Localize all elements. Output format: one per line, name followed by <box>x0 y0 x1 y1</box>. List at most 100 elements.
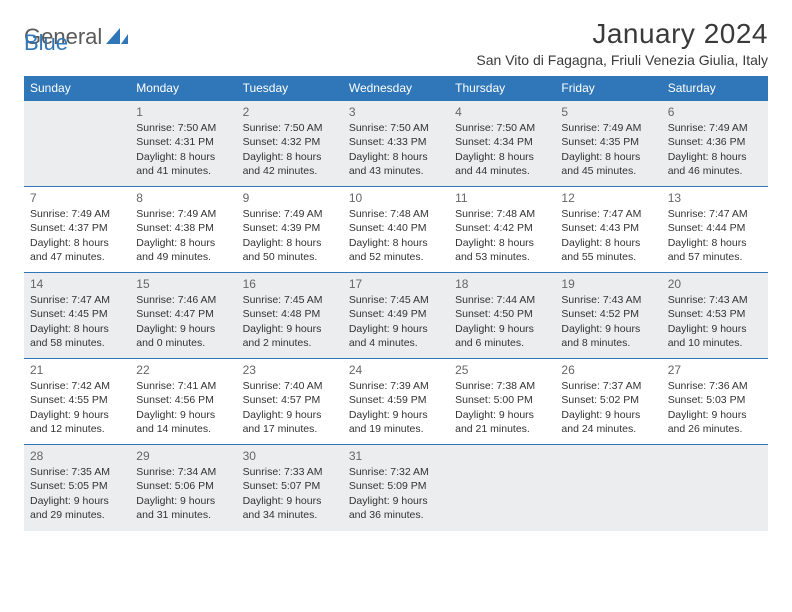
calendar-cell: 5Sunrise: 7:49 AMSunset: 4:35 PMDaylight… <box>555 101 661 187</box>
sunrise-text: Sunrise: 7:38 AM <box>455 379 549 393</box>
day-number: 14 <box>30 276 124 292</box>
sunset-text: Sunset: 5:09 PM <box>349 479 443 493</box>
sunrise-text: Sunrise: 7:40 AM <box>243 379 337 393</box>
day-number: 6 <box>668 104 762 120</box>
calendar-cell: 15Sunrise: 7:46 AMSunset: 4:47 PMDayligh… <box>130 273 236 359</box>
sunset-text: Sunset: 4:34 PM <box>455 135 549 149</box>
sunset-text: Sunset: 4:59 PM <box>349 393 443 407</box>
calendar-cell: 24Sunrise: 7:39 AMSunset: 4:59 PMDayligh… <box>343 359 449 445</box>
sunrise-text: Sunrise: 7:50 AM <box>349 121 443 135</box>
weekday-header: Friday <box>555 76 661 101</box>
sunset-text: Sunset: 4:42 PM <box>455 221 549 235</box>
weekday-header: Thursday <box>449 76 555 101</box>
day-number: 10 <box>349 190 443 206</box>
daylight-text: Daylight: 8 hours and 47 minutes. <box>30 236 124 264</box>
calendar-cell: 9Sunrise: 7:49 AMSunset: 4:39 PMDaylight… <box>237 187 343 273</box>
daylight-text: Daylight: 9 hours and 6 minutes. <box>455 322 549 350</box>
calendar-table: SundayMondayTuesdayWednesdayThursdayFrid… <box>24 76 768 531</box>
calendar-cell: 3Sunrise: 7:50 AMSunset: 4:33 PMDaylight… <box>343 101 449 187</box>
calendar-cell: 18Sunrise: 7:44 AMSunset: 4:50 PMDayligh… <box>449 273 555 359</box>
day-number: 16 <box>243 276 337 292</box>
daylight-text: Daylight: 9 hours and 2 minutes. <box>243 322 337 350</box>
calendar-cell: 1Sunrise: 7:50 AMSunset: 4:31 PMDaylight… <box>130 101 236 187</box>
sunrise-text: Sunrise: 7:33 AM <box>243 465 337 479</box>
daylight-text: Daylight: 8 hours and 42 minutes. <box>243 150 337 178</box>
day-number: 4 <box>455 104 549 120</box>
calendar-cell: 27Sunrise: 7:36 AMSunset: 5:03 PMDayligh… <box>662 359 768 445</box>
calendar-cell: 17Sunrise: 7:45 AMSunset: 4:49 PMDayligh… <box>343 273 449 359</box>
calendar-cell: 13Sunrise: 7:47 AMSunset: 4:44 PMDayligh… <box>662 187 768 273</box>
sunset-text: Sunset: 4:52 PM <box>561 307 655 321</box>
sunset-text: Sunset: 4:38 PM <box>136 221 230 235</box>
daylight-text: Daylight: 8 hours and 46 minutes. <box>668 150 762 178</box>
day-number: 24 <box>349 362 443 378</box>
sunrise-text: Sunrise: 7:49 AM <box>561 121 655 135</box>
sunrise-text: Sunrise: 7:45 AM <box>349 293 443 307</box>
sunset-text: Sunset: 4:39 PM <box>243 221 337 235</box>
sunset-text: Sunset: 4:44 PM <box>668 221 762 235</box>
sunrise-text: Sunrise: 7:49 AM <box>243 207 337 221</box>
sunrise-text: Sunrise: 7:45 AM <box>243 293 337 307</box>
daylight-text: Daylight: 9 hours and 10 minutes. <box>668 322 762 350</box>
sunrise-text: Sunrise: 7:48 AM <box>455 207 549 221</box>
calendar-cell: 20Sunrise: 7:43 AMSunset: 4:53 PMDayligh… <box>662 273 768 359</box>
sunset-text: Sunset: 4:35 PM <box>561 135 655 149</box>
sunrise-text: Sunrise: 7:50 AM <box>243 121 337 135</box>
sunrise-text: Sunrise: 7:47 AM <box>668 207 762 221</box>
sunset-text: Sunset: 5:07 PM <box>243 479 337 493</box>
sunrise-text: Sunrise: 7:37 AM <box>561 379 655 393</box>
calendar-cell: 7Sunrise: 7:49 AMSunset: 4:37 PMDaylight… <box>24 187 130 273</box>
calendar-week-row: 1Sunrise: 7:50 AMSunset: 4:31 PMDaylight… <box>24 101 768 187</box>
calendar-cell-empty <box>449 445 555 531</box>
daylight-text: Daylight: 8 hours and 43 minutes. <box>349 150 443 178</box>
sunrise-text: Sunrise: 7:48 AM <box>349 207 443 221</box>
calendar-cell: 14Sunrise: 7:47 AMSunset: 4:45 PMDayligh… <box>24 273 130 359</box>
day-number: 13 <box>668 190 762 206</box>
calendar-week-row: 28Sunrise: 7:35 AMSunset: 5:05 PMDayligh… <box>24 445 768 531</box>
sunset-text: Sunset: 4:50 PM <box>455 307 549 321</box>
sunrise-text: Sunrise: 7:32 AM <box>349 465 443 479</box>
day-number: 12 <box>561 190 655 206</box>
daylight-text: Daylight: 9 hours and 4 minutes. <box>349 322 443 350</box>
calendar-week-row: 21Sunrise: 7:42 AMSunset: 4:55 PMDayligh… <box>24 359 768 445</box>
day-number: 17 <box>349 276 443 292</box>
weekday-row: SundayMondayTuesdayWednesdayThursdayFrid… <box>24 76 768 101</box>
daylight-text: Daylight: 9 hours and 24 minutes. <box>561 408 655 436</box>
calendar-cell: 21Sunrise: 7:42 AMSunset: 4:55 PMDayligh… <box>24 359 130 445</box>
calendar-week-row: 14Sunrise: 7:47 AMSunset: 4:45 PMDayligh… <box>24 273 768 359</box>
day-number: 9 <box>243 190 337 206</box>
day-number: 18 <box>455 276 549 292</box>
calendar-page: General January 2024 San Vito di Fagagna… <box>0 0 792 531</box>
day-number: 27 <box>668 362 762 378</box>
sunset-text: Sunset: 4:56 PM <box>136 393 230 407</box>
sunset-text: Sunset: 4:49 PM <box>349 307 443 321</box>
header: General January 2024 San Vito di Fagagna… <box>24 18 768 68</box>
sunrise-text: Sunrise: 7:49 AM <box>136 207 230 221</box>
daylight-text: Daylight: 9 hours and 34 minutes. <box>243 494 337 522</box>
day-number: 15 <box>136 276 230 292</box>
weekday-header: Monday <box>130 76 236 101</box>
daylight-text: Daylight: 8 hours and 53 minutes. <box>455 236 549 264</box>
sunset-text: Sunset: 4:40 PM <box>349 221 443 235</box>
weekday-header: Tuesday <box>237 76 343 101</box>
sunset-text: Sunset: 5:05 PM <box>30 479 124 493</box>
calendar-cell: 31Sunrise: 7:32 AMSunset: 5:09 PMDayligh… <box>343 445 449 531</box>
sunrise-text: Sunrise: 7:35 AM <box>30 465 124 479</box>
sunrise-text: Sunrise: 7:43 AM <box>668 293 762 307</box>
daylight-text: Daylight: 9 hours and 29 minutes. <box>30 494 124 522</box>
sunset-text: Sunset: 4:57 PM <box>243 393 337 407</box>
day-number: 20 <box>668 276 762 292</box>
title-block: January 2024 San Vito di Fagagna, Friuli… <box>476 18 768 68</box>
sunset-text: Sunset: 5:03 PM <box>668 393 762 407</box>
month-title: January 2024 <box>476 18 768 50</box>
day-number: 31 <box>349 448 443 464</box>
calendar-cell-empty <box>555 445 661 531</box>
daylight-text: Daylight: 9 hours and 19 minutes. <box>349 408 443 436</box>
calendar-cell: 26Sunrise: 7:37 AMSunset: 5:02 PMDayligh… <box>555 359 661 445</box>
sunrise-text: Sunrise: 7:36 AM <box>668 379 762 393</box>
daylight-text: Daylight: 9 hours and 14 minutes. <box>136 408 230 436</box>
daylight-text: Daylight: 9 hours and 17 minutes. <box>243 408 337 436</box>
daylight-text: Daylight: 9 hours and 31 minutes. <box>136 494 230 522</box>
sunset-text: Sunset: 4:45 PM <box>30 307 124 321</box>
daylight-text: Daylight: 9 hours and 8 minutes. <box>561 322 655 350</box>
